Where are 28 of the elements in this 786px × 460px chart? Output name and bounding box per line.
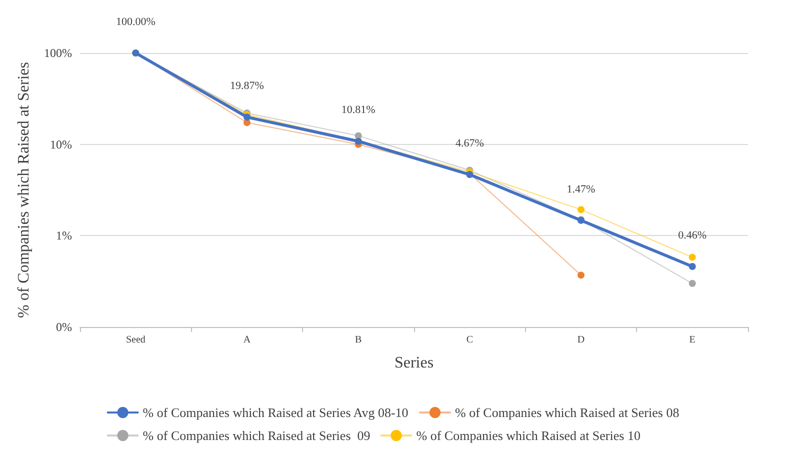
x-tick-label: C <box>466 334 474 346</box>
data-label: 19.87% <box>230 80 264 92</box>
point <box>578 206 584 214</box>
legend-label: % of Companies which Raised at Series 10 <box>416 428 640 443</box>
x-tick-label: B <box>354 334 362 346</box>
x-tick-label: E <box>689 334 696 346</box>
x-tick-label: D <box>577 334 585 346</box>
point <box>244 114 250 121</box>
legend-label: % of Companies which Raised at Series Avg 08-10 <box>142 405 408 420</box>
legend-label: % of Companies which Raised at Series 09 <box>142 428 370 443</box>
data-label: 1.47% <box>566 183 596 196</box>
x-axis-title: Series <box>394 354 434 372</box>
y-tick-label: 0% <box>56 320 72 334</box>
x-tick-label: Seed <box>126 334 146 346</box>
legend-label: % of Companies which Raised at Series 08 <box>455 405 680 420</box>
point <box>688 280 696 287</box>
x-tick-label: A <box>243 334 252 346</box>
data-label: 0.46% <box>678 229 707 242</box>
point <box>688 262 696 270</box>
y-tick-label: 1% <box>56 228 72 243</box>
y-tick-label: 10% <box>50 137 72 152</box>
data-label: 10.81% <box>341 104 376 116</box>
y-axis-title: % of Companies which Raised at Series <box>16 62 32 318</box>
y-tick-label: 100% <box>44 46 72 60</box>
point <box>688 254 696 261</box>
data-label: 100.00% <box>116 16 156 28</box>
point <box>578 272 584 279</box>
data-label: 4.67% <box>455 138 484 150</box>
